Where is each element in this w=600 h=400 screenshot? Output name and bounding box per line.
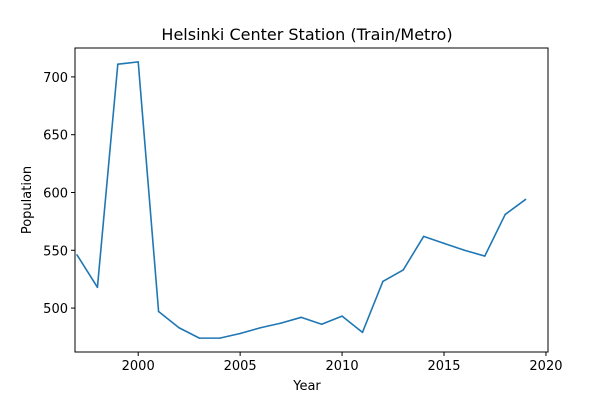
y-axis-label: Population [20, 166, 35, 234]
data-point [218, 337, 221, 339]
data-point [239, 332, 241, 335]
data-point [443, 242, 445, 245]
series-layer [76, 61, 527, 339]
data-point [524, 198, 527, 201]
x-tick-label: 2020 [529, 359, 562, 374]
data-point [504, 213, 506, 216]
y-tick-label: 650 [43, 129, 68, 144]
data-point [341, 315, 343, 317]
x-axis-label: Year [292, 379, 321, 394]
x-tick-label: 2005 [224, 359, 257, 374]
data-point [361, 331, 364, 334]
data-point [259, 326, 262, 329]
data-point [463, 249, 466, 252]
y-axis: 500 550 600 650 700 [43, 71, 75, 317]
data-point [280, 322, 282, 324]
data-point [382, 280, 384, 283]
x-tick-label: 2000 [122, 359, 155, 374]
data-point [157, 310, 160, 313]
data-point [320, 323, 323, 326]
data-point [96, 286, 99, 289]
y-tick-label: 500 [43, 302, 68, 317]
data-point [300, 316, 303, 319]
data-point [76, 254, 78, 256]
x-tick-label: 2010 [326, 359, 359, 374]
y-tick-label: 550 [43, 244, 68, 259]
data-point [422, 235, 425, 238]
data-point [117, 63, 119, 65]
y-tick-label: 700 [43, 71, 68, 86]
chart-title: Helsinki Center Station (Train/Metro) [161, 25, 452, 44]
data-point [402, 269, 405, 271]
data-point [198, 337, 201, 339]
data-point [137, 61, 140, 63]
plot-area-frame [74, 47, 549, 353]
x-tick-label: 2015 [427, 359, 460, 374]
x-axis: 2000 2005 2010 2015 2020 [122, 352, 563, 374]
data-point [483, 255, 486, 257]
data-point [178, 326, 180, 329]
y-tick-label: 600 [43, 186, 68, 201]
population-series-line [76, 61, 527, 339]
